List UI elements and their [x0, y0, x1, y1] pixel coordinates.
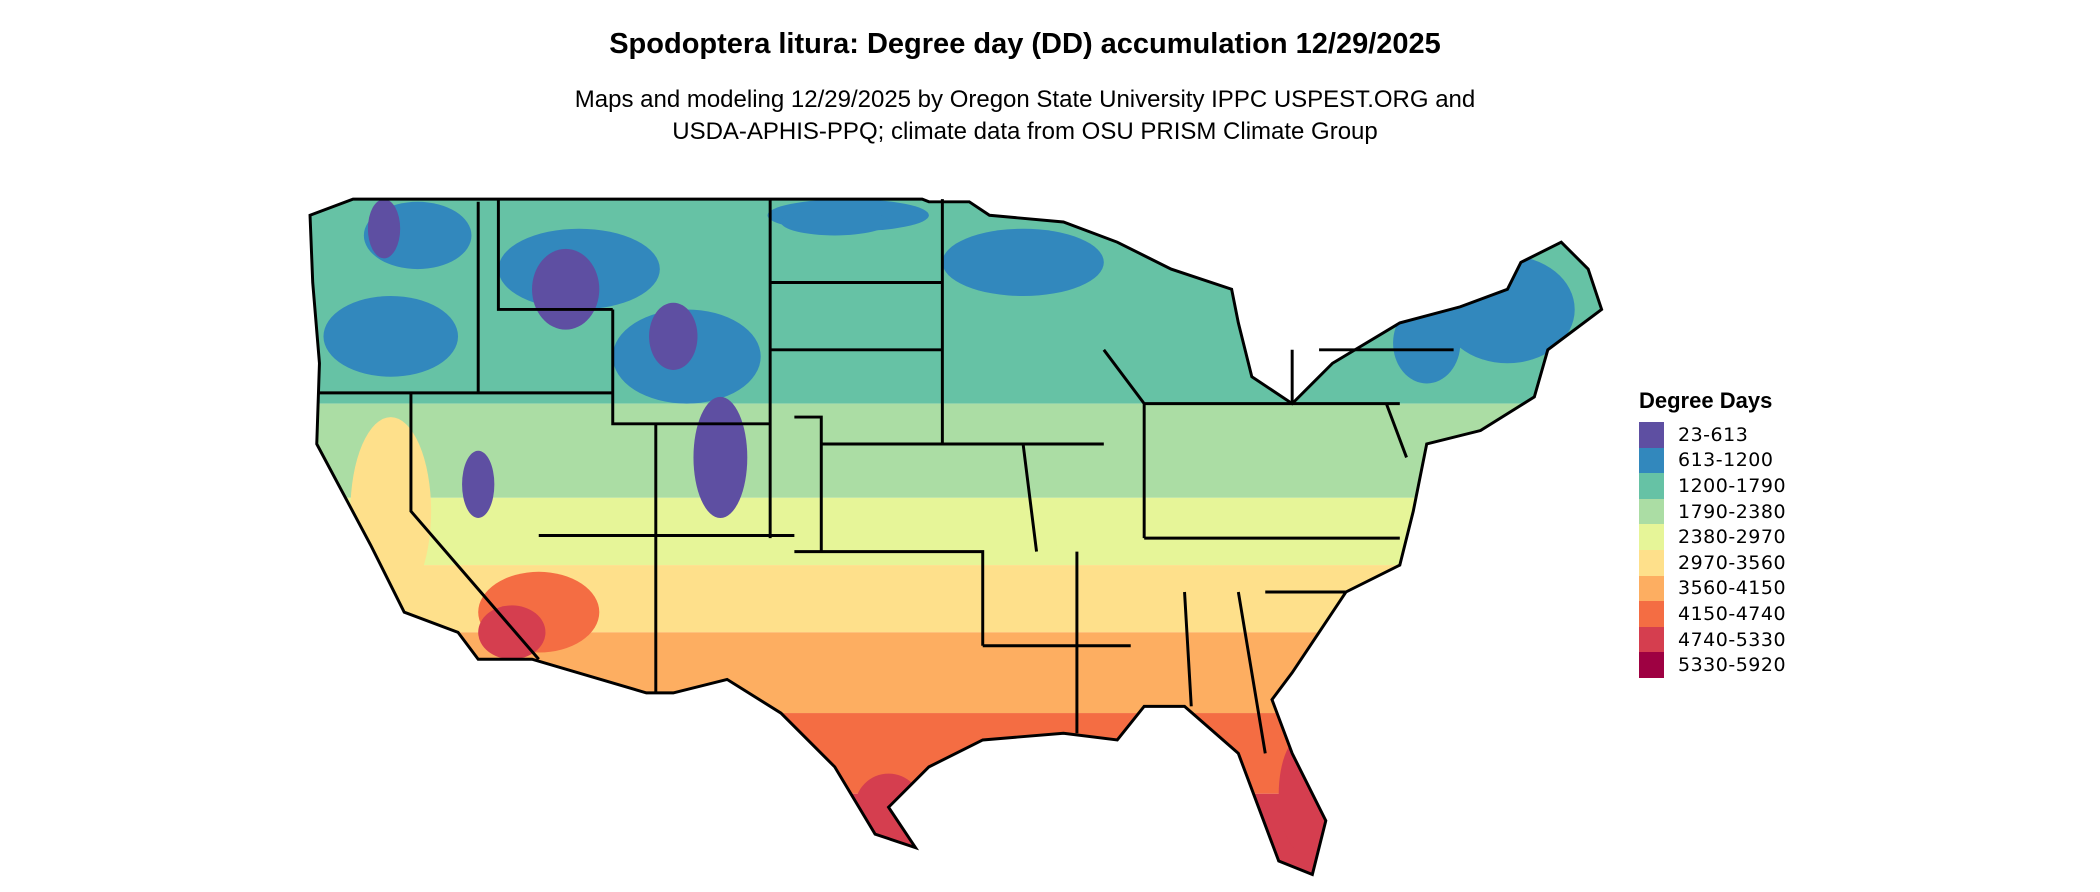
legend-label: 3560-4150 [1678, 577, 1787, 600]
legend-item: 3560-4150 [1639, 575, 1787, 602]
subtitle-line-1: Maps and modeling 12/29/2025 by Oregon S… [574, 86, 1476, 113]
state-boundaries [308, 197, 1604, 876]
raster-zone [1440, 255, 1575, 364]
raster-zone [350, 417, 432, 606]
map-title: Spodoptera litura: Degree day (DD) accum… [609, 28, 1441, 60]
legend-item: 4740-5330 [1639, 626, 1787, 653]
legend-label: 23-613 [1678, 423, 1749, 446]
legend-swatch [1639, 524, 1664, 550]
subtitle-line-2: USDA-APHIS-PPQ; climate data from OSU PR… [672, 118, 1378, 145]
legend-swatch [1639, 652, 1664, 678]
raster-zone [310, 632, 1602, 714]
legend-item: 5330-5920 [1639, 652, 1786, 678]
raster-zone [310, 403, 1602, 498]
raster-zone [310, 497, 1602, 566]
raster-zone [367, 199, 401, 259]
legend-label: 2970-3560 [1678, 551, 1787, 574]
raster-zone [649, 302, 698, 370]
legend-item: 1790-2380 [1639, 498, 1787, 525]
legend-item: 4150-4740 [1639, 601, 1786, 627]
legend-label: 4740-5330 [1678, 628, 1787, 651]
raster-zone [310, 565, 1602, 633]
legend-item: 1200-1790 [1639, 473, 1786, 499]
raster-zone [780, 208, 889, 236]
raster-zone [462, 450, 495, 518]
legend-swatch [1639, 601, 1664, 627]
legend-label: 1790-2380 [1678, 500, 1787, 523]
legend-label: 613-1200 [1678, 449, 1774, 472]
raster-zone [310, 793, 1602, 875]
raster-zone [1278, 733, 1333, 855]
raster-zone [478, 605, 546, 660]
legend-swatch [1639, 473, 1664, 499]
legend-label: 4150-4740 [1678, 602, 1787, 625]
legend-title: Degree Days [1639, 388, 1773, 413]
legend-swatch [1639, 498, 1664, 525]
legend-swatch [1639, 549, 1664, 576]
legend: Degree Days 23-613 613-1200 1200-1790 1790-… [1639, 388, 1786, 678]
legend-item: 2970-3560 [1639, 549, 1787, 576]
raster-zone [942, 228, 1104, 296]
legend-label: 5330-5920 [1678, 654, 1787, 677]
raster-zone [323, 295, 459, 377]
raster-zone [532, 248, 600, 330]
legend-label: 1200-1790 [1678, 474, 1787, 497]
legend-label: 2380-2970 [1678, 526, 1787, 549]
legend-swatch [1639, 447, 1664, 474]
raster-zone [310, 713, 1602, 794]
legend-swatch [1639, 575, 1664, 602]
legend-swatch [1639, 422, 1664, 448]
legend-item: 2380-2970 [1639, 524, 1786, 550]
legend-item: 613-1200 [1639, 447, 1786, 474]
legend-swatch [1639, 626, 1664, 653]
legend-item: 23-613 [1639, 422, 1786, 448]
raster-zone [1393, 302, 1461, 384]
raster-zone [693, 396, 748, 518]
